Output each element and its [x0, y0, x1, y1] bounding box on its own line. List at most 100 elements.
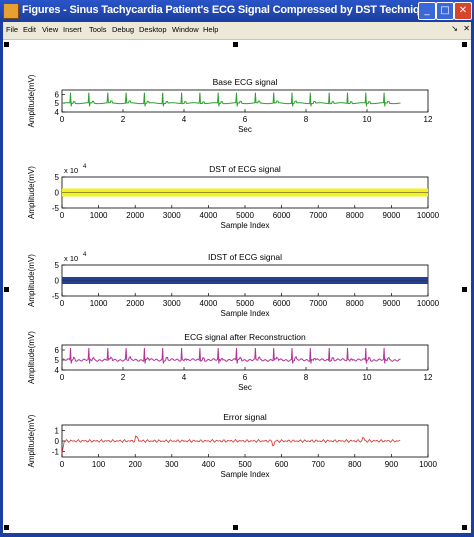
x-tick-label: 6000 — [273, 299, 291, 308]
window-title: Figures - Sinus Tachycardia Patient's EC… — [22, 4, 432, 16]
y-tick-label: -5 — [52, 292, 60, 301]
menu-edit[interactable]: Edit — [23, 25, 36, 34]
y-axis-label: Amplitude(mV) — [27, 414, 36, 467]
y-tick-label: 5 — [55, 173, 60, 182]
x-tick-label: 5000 — [236, 299, 254, 308]
y-tick-label: 0 — [55, 277, 60, 286]
x-tick-label: 8000 — [346, 299, 364, 308]
x-tick-label: 300 — [165, 460, 179, 469]
x-tick-label: 200 — [129, 460, 143, 469]
axis-exponent-power: 4 — [83, 164, 87, 170]
axis-exponent-label: x 10 — [64, 166, 78, 175]
y-tick-label: 6 — [55, 346, 60, 355]
x-tick-label: 12 — [424, 373, 433, 382]
selection-handle[interactable] — [233, 525, 238, 530]
chart-title: ECG signal after Reconstruction — [184, 332, 306, 342]
x-tick-label: 6000 — [273, 211, 291, 220]
y-axis-label: Amplitude(mV) — [27, 166, 36, 219]
x-tick-label: 10 — [363, 373, 372, 382]
x-tick-label: 600 — [275, 460, 289, 469]
menu-view[interactable]: View — [42, 25, 59, 34]
x-axis-label: Sample Index — [221, 221, 270, 230]
menu-window[interactable]: Window — [172, 25, 199, 34]
y-axis-label: Amplitude(mV) — [27, 74, 36, 127]
chart-title: Error signal — [223, 412, 267, 422]
x-tick-label: 7000 — [309, 299, 327, 308]
minimize-icon: _ — [424, 5, 430, 16]
x-tick-label: 10000 — [417, 211, 440, 220]
x-tick-label: 1000 — [419, 460, 437, 469]
y-axis-label: Amplitude(mV) — [27, 254, 36, 307]
x-tick-label: 4000 — [200, 211, 218, 220]
selection-handle[interactable] — [233, 42, 238, 47]
x-tick-label: 8 — [304, 115, 309, 124]
chart-title: DST of ECG signal — [209, 164, 281, 174]
x-tick-label: 10000 — [417, 299, 440, 308]
axis-exponent-power: 4 — [83, 252, 87, 258]
x-tick-label: 400 — [202, 460, 216, 469]
window-right-border — [471, 22, 474, 537]
x-tick-label: 2 — [121, 115, 126, 124]
menu-file[interactable]: File — [6, 25, 19, 34]
menu-insert[interactable]: Insert — [63, 25, 82, 34]
x-tick-label: 9000 — [383, 211, 401, 220]
axes-frame — [61, 344, 429, 371]
selection-handle[interactable] — [4, 525, 9, 530]
figure-app-icon — [3, 3, 19, 19]
x-tick-label: 900 — [385, 460, 399, 469]
y-tick-label: 0 — [55, 437, 60, 446]
error-trace — [61, 435, 401, 454]
window-left-border — [0, 22, 3, 537]
x-axis-label: Sample Index — [221, 470, 270, 479]
selection-handle[interactable] — [462, 525, 467, 530]
menu-close-icon[interactable]: ✕ — [463, 24, 470, 33]
maximize-button[interactable]: □ — [436, 2, 454, 20]
selection-handle[interactable] — [4, 287, 9, 292]
x-tick-label: 100 — [92, 460, 106, 469]
x-tick-label: 8000 — [346, 211, 364, 220]
ecg-trace — [61, 92, 401, 107]
y-tick-label: 5 — [55, 261, 60, 270]
y-tick-label: 1 — [55, 426, 60, 435]
x-tick-label: 700 — [312, 460, 326, 469]
window-bottom-border — [0, 533, 474, 537]
x-tick-label: 10 — [363, 115, 372, 124]
x-tick-label: 6 — [243, 115, 248, 124]
menu-debug[interactable]: Debug — [112, 25, 135, 34]
menu-bar: File Edit View Insert Tools Debug Deskto… — [0, 22, 474, 40]
minimize-button[interactable]: _ — [418, 2, 436, 20]
axis-exponent-label: x 10 — [64, 254, 78, 263]
x-tick-label: 4 — [182, 115, 187, 124]
x-tick-label: 7000 — [309, 211, 327, 220]
menu-desktop[interactable]: Desktop — [139, 25, 167, 34]
selection-handle[interactable] — [462, 42, 467, 47]
menu-tools[interactable]: Tools — [89, 25, 107, 34]
x-axis-label: Sample Index — [221, 309, 270, 318]
x-tick-label: 12 — [424, 115, 433, 124]
close-icon: ✕ — [458, 5, 468, 16]
y-tick-label: 4 — [55, 108, 60, 117]
x-tick-label: 2000 — [126, 299, 144, 308]
x-tick-label: 0 — [60, 460, 65, 469]
close-button[interactable]: ✕ — [454, 2, 472, 20]
ecg-trace — [61, 347, 401, 364]
menu-help[interactable]: Help — [203, 25, 219, 34]
x-tick-label: 1000 — [90, 211, 108, 220]
x-tick-label: 4000 — [200, 299, 218, 308]
x-tick-label: 500 — [238, 460, 252, 469]
figure-canvas: Base ECG signal 0 2 4 6 8 10 12 4 5 6 Sec Amplitude(… — [4, 40, 470, 532]
selection-handle[interactable] — [462, 287, 467, 292]
y-tick-label: 4 — [55, 366, 60, 375]
dock-arrow-icon[interactable]: ↘ — [451, 24, 458, 33]
y-tick-label: 6 — [55, 90, 60, 99]
x-tick-label: 0 — [60, 211, 65, 220]
y-tick-label: -5 — [52, 204, 60, 213]
x-tick-label: 2 — [121, 373, 126, 382]
selection-handle[interactable] — [4, 42, 9, 47]
chart-title: IDST of ECG signal — [208, 252, 282, 262]
maximize-icon: □ — [440, 5, 450, 16]
x-tick-label: 0 — [60, 373, 65, 382]
x-tick-label: 8 — [304, 373, 309, 382]
x-tick-label: 0 — [60, 115, 65, 124]
x-tick-label: 1000 — [90, 299, 108, 308]
